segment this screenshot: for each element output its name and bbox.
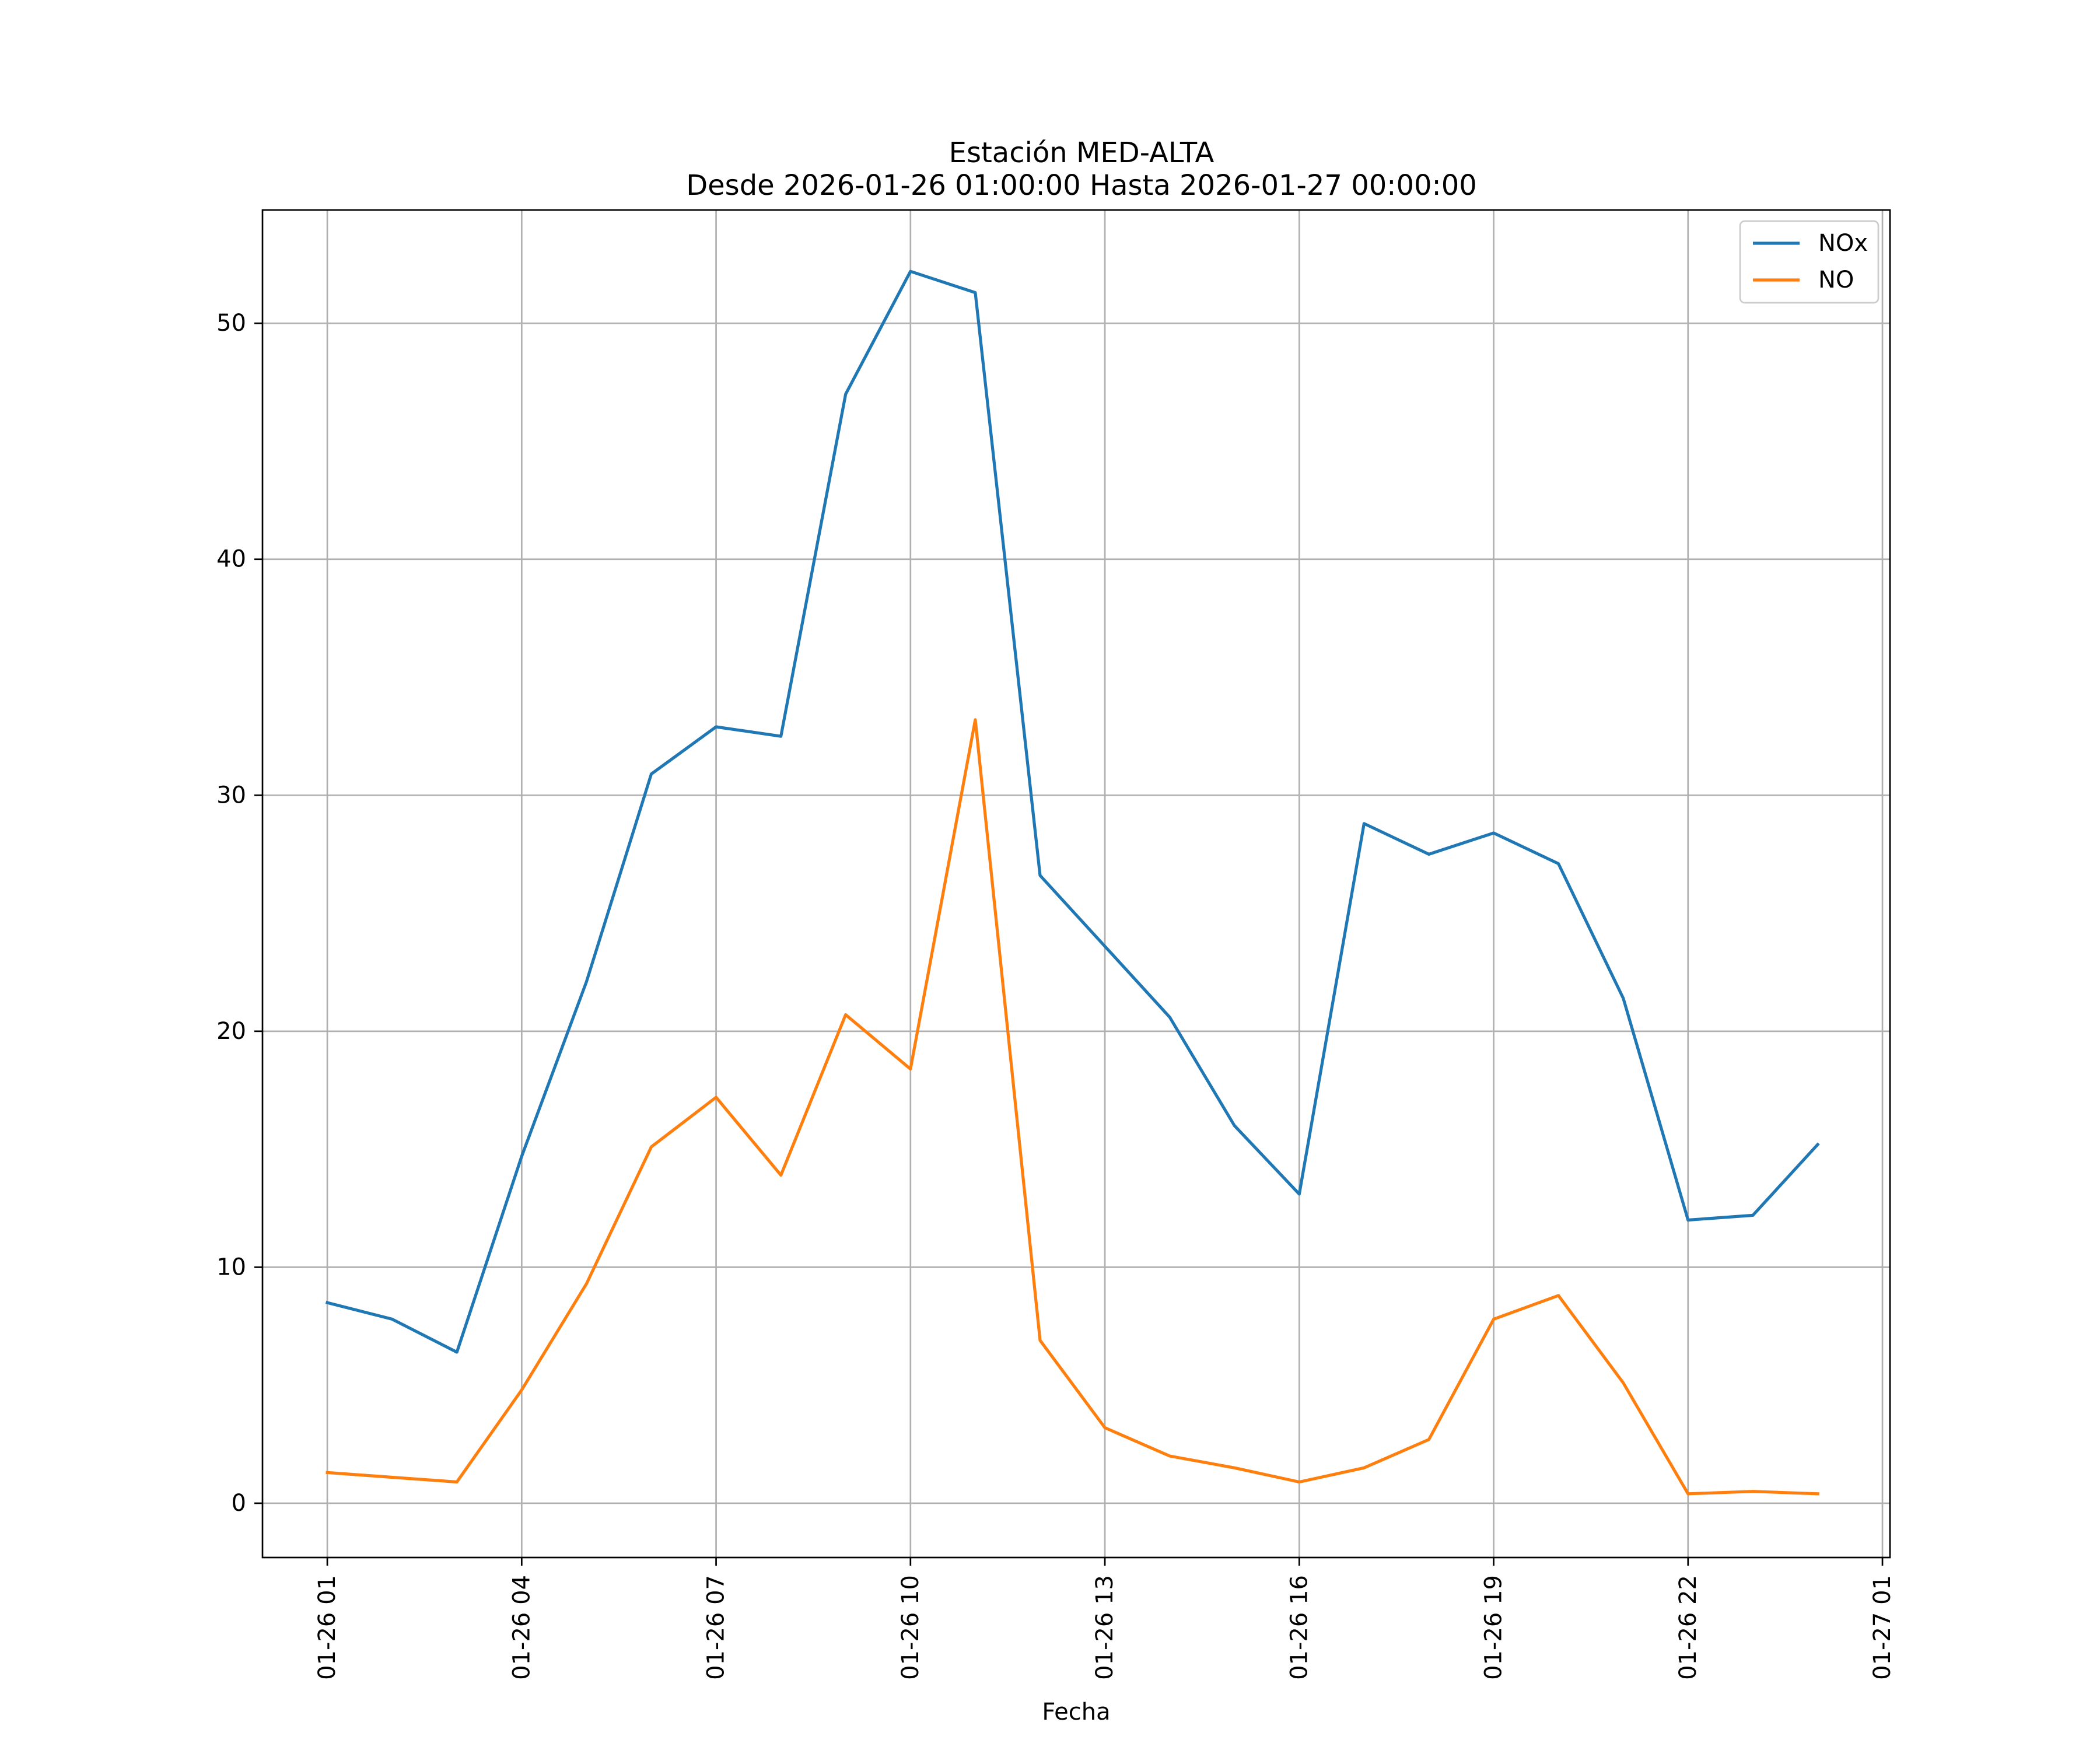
plot-frame (261, 209, 1891, 1559)
x-axis-label: Fecha (1042, 1699, 1110, 1726)
x-tick-label: 01-26 16 (1286, 1575, 1312, 1680)
x-tick-label: 01-26 22 (1675, 1575, 1702, 1680)
series-line-nox (325, 270, 1820, 1354)
legend-label-nox: NOx (1818, 230, 1868, 257)
series-line-no (326, 718, 1819, 1496)
y-tick-label: 30 (216, 782, 246, 808)
x-tick-label: 01-26 10 (897, 1575, 924, 1680)
legend: NOx NO (1739, 220, 1880, 304)
y-tick-label: 50 (216, 310, 246, 337)
legend-label-no: NO (1818, 267, 1854, 293)
y-tick-label: 40 (216, 546, 246, 573)
chart-subtitle: Desde 2026-01-26 01:00:00 Hasta 2026-01-… (686, 169, 1477, 202)
series-lines (325, 270, 1820, 1496)
y-tick-label: 0 (232, 1490, 246, 1517)
x-tick-label: 01-26 19 (1480, 1575, 1507, 1680)
x-tick-label: 01-27 01 (1869, 1575, 1896, 1680)
x-tick-label: 01-26 07 (703, 1575, 730, 1680)
y-tick-label: 10 (216, 1254, 246, 1280)
legend-frame (1739, 220, 1880, 304)
x-tick-label: 01-26 01 (314, 1575, 341, 1680)
x-tick-label: 01-26 04 (508, 1575, 535, 1680)
axis-ticks: 01-26 01 01-26 04 01-26 07 01-26 10 01-26 13… (216, 310, 1896, 1680)
y-tick-label: 20 (216, 1018, 246, 1045)
grid (262, 210, 1890, 1558)
chart-title: Estación MED-ALTA (949, 136, 1214, 169)
x-tick-label: 01-26 13 (1091, 1575, 1118, 1680)
